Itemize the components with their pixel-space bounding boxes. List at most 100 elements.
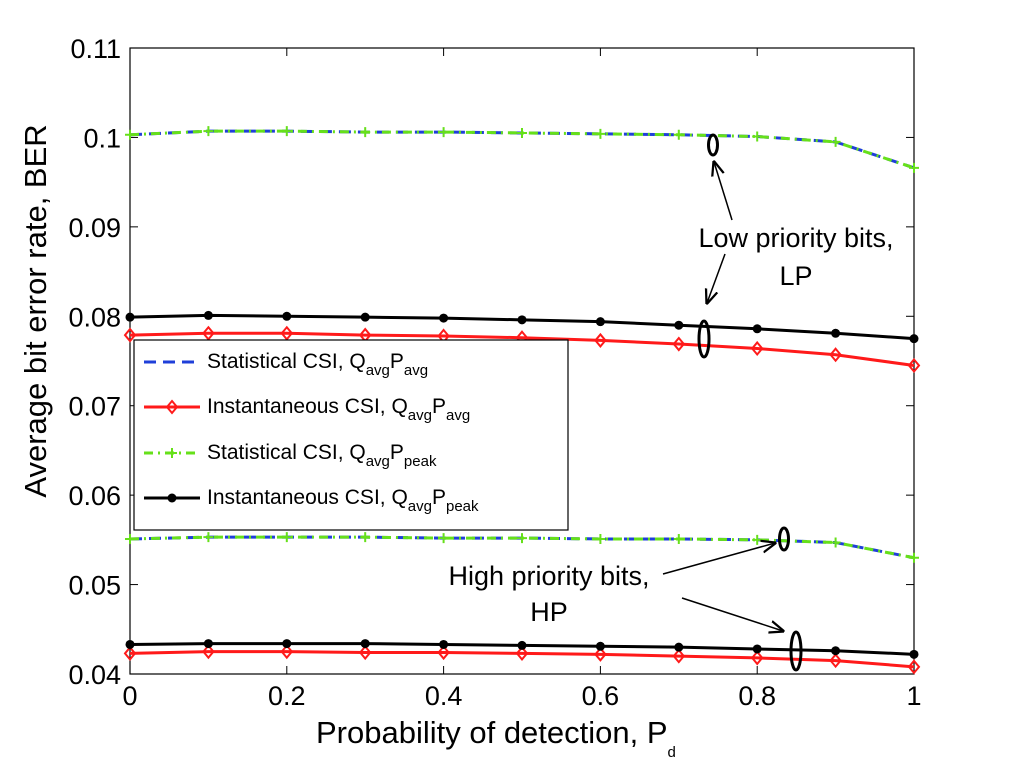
diamond-marker [515, 645, 529, 661]
legend-label: Instantaneous CSI, QavgPavg [207, 395, 470, 424]
plus-marker [360, 127, 371, 138]
dot-marker [439, 313, 449, 323]
dot-marker [360, 639, 370, 649]
legend-entry: Statistical CSI, QavgPavg [144, 350, 428, 379]
y-tick-label: 0.04 [68, 660, 121, 690]
diamond-marker [672, 648, 686, 664]
series-lp-instantaneous-csi-qavg [123, 325, 921, 374]
series-hp-instantaneous-csi-qpeak [125, 639, 919, 659]
hp-upper-ellipse [778, 526, 790, 552]
dot-marker [831, 646, 841, 656]
series-lp-instantaneous-csi-qpeak [125, 310, 919, 344]
dot-marker [517, 640, 527, 650]
y-tick-label: 0.07 [68, 392, 121, 422]
plus-marker [517, 533, 527, 544]
x-tick-label: 0.4 [425, 681, 463, 711]
plus-marker [909, 162, 919, 173]
plus-marker [909, 552, 919, 563]
hp-lower-arrow [681, 597, 783, 631]
diamond-marker [594, 646, 607, 662]
y-tick-label: 0.09 [68, 213, 121, 243]
plus-marker [125, 129, 135, 140]
diamond-marker [280, 644, 294, 660]
y-tick-label: 0.1 [83, 123, 121, 153]
hp-lower-ellipse [789, 630, 803, 672]
plus-marker [595, 128, 606, 139]
legend-entry: Instantaneous CSI, QavgPavg [144, 395, 470, 424]
annotation-lp-line2: LP [779, 261, 812, 291]
x-tick-label: 1 [906, 681, 921, 711]
hp-upper-arrow [662, 543, 775, 575]
x-tick-label: 0 [122, 681, 137, 711]
annotation-hp-line1: High priority bits, [448, 561, 649, 591]
y-tick-label: 0.11 [70, 34, 121, 64]
plus-marker [125, 533, 135, 544]
legend: Statistical CSI, QavgPavg Instantaneous C… [133, 339, 569, 531]
dot-marker [674, 320, 684, 330]
diamond-marker [750, 340, 764, 357]
dot-marker [595, 317, 605, 327]
plus-marker [830, 537, 841, 548]
y-tick-label: 0.05 [68, 571, 121, 601]
plus-marker [830, 136, 841, 147]
plot-area: 0 0.2 0.4 0.6 0.8 1 0.04 0.05 0.06 0.07 0.08 0.09 0.… [68, 34, 921, 711]
x-tick-label: 0.8 [738, 681, 776, 711]
legend-label: Instantaneous CSI, QavgPpeak [207, 486, 479, 515]
lp-upper-arrow [714, 162, 733, 221]
dot-marker [831, 328, 841, 338]
plus-marker [673, 129, 684, 140]
diamond-marker [123, 327, 137, 343]
plus-marker [438, 533, 449, 544]
plus-marker [752, 131, 763, 142]
dot-marker [909, 334, 919, 344]
y-tick-label: 0.06 [68, 481, 121, 511]
plus-marker [360, 532, 371, 543]
dot-marker [517, 315, 527, 325]
plus-marker [517, 127, 527, 138]
diamond-marker [594, 332, 607, 348]
diamond-marker [123, 645, 137, 661]
lp-lower-arrow [707, 253, 726, 303]
x-axis-label: Probability of detection, Pd [316, 715, 676, 761]
plus-marker [203, 532, 214, 543]
diamond-marker [829, 653, 842, 669]
diamond-marker [907, 659, 921, 675]
diamond-marker [437, 644, 450, 661]
diamond-marker [202, 325, 215, 341]
legend-entry: Instantaneous CSI, QavgPpeak [144, 486, 479, 515]
dot-marker [203, 310, 213, 320]
y-axis-label: Average bit error rate, BER [18, 124, 53, 497]
dot-marker [909, 649, 919, 659]
dot-marker [595, 641, 605, 651]
plus-marker [281, 532, 292, 543]
annotation-layer: Low priority bits, LP High priority bits… [448, 133, 894, 672]
legend-entry: Statistical CSI, QavgPpeak [144, 441, 437, 470]
series-hp-instantaneous-csi-qavg [123, 644, 921, 675]
y-tick-label: 0.08 [68, 302, 121, 332]
series-lp-statistical-csi-qpeak [125, 126, 919, 173]
dot-marker [125, 312, 135, 322]
diamond-marker [829, 347, 842, 363]
annotation-lp-line1: Low priority bits, [698, 223, 893, 253]
diamond-marker [202, 644, 215, 660]
series-line [129, 331, 915, 367]
lp-lower-ellipse [697, 319, 711, 359]
diamond-marker [672, 336, 686, 352]
lp-upper-ellipse [707, 133, 719, 157]
diamond-marker [358, 644, 372, 661]
x-tick-label: 0.2 [268, 681, 306, 711]
annotation-hp-line2: HP [530, 597, 568, 627]
plus-marker [438, 127, 449, 138]
series-line [129, 650, 915, 669]
dot-marker [203, 639, 213, 649]
plus-marker [673, 533, 684, 544]
dot-marker [752, 644, 762, 654]
diamond-marker [280, 325, 294, 341]
plus-marker [595, 533, 606, 544]
plus-marker [167, 448, 177, 458]
plus-marker [203, 126, 214, 137]
diamond-marker [907, 357, 921, 374]
plus-marker [752, 534, 763, 545]
x-tick-label: 0.6 [582, 681, 620, 711]
